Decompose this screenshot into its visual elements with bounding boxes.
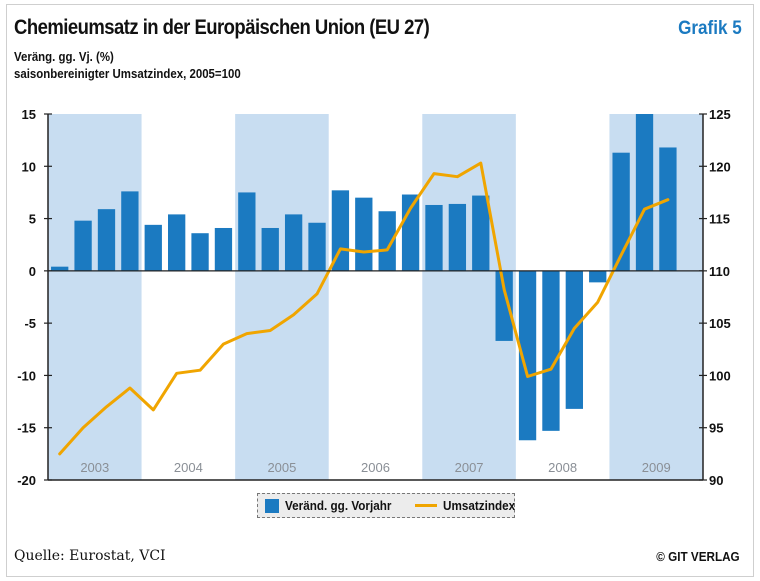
legend-bar-label: Veränd. gg. Vorjahr [285, 498, 392, 513]
right-tick-label: 115 [709, 212, 730, 227]
left-tick-label: 0 [29, 264, 36, 279]
right-tick-label: 95 [709, 421, 723, 436]
bar-2005-Q4 [308, 222, 326, 271]
bar-2003-Q3 [97, 209, 116, 271]
bar-2004-Q3 [191, 233, 209, 271]
bar-2003-Q4 [121, 191, 139, 271]
year-label-2005: 2005 [267, 460, 296, 475]
chart-title: Chemieumsatz in der Europäischen Union (… [14, 16, 430, 39]
legend-bar-swatch [265, 498, 279, 513]
source-note: Quelle: Eurostat, VCI [14, 548, 166, 564]
right-tick-label: 125 [709, 107, 731, 122]
bar-2007-Q1 [425, 204, 443, 271]
bar-2005-Q3 [284, 214, 303, 271]
axes [44, 113, 707, 481]
right-tick-label: 120 [709, 159, 731, 174]
year-label-2008: 2008 [548, 460, 577, 475]
bar-2003-Q1 [51, 266, 69, 271]
right-tick-label: 90 [709, 473, 723, 488]
bar-2009-Q1 [612, 152, 630, 271]
left-tick-label: 5 [29, 212, 36, 227]
bar-2008-Q4 [589, 270, 607, 283]
copyright-note: © GIT VERLAG [656, 549, 740, 564]
bar-2006-Q3 [378, 211, 396, 271]
bar-2008-Q2 [542, 270, 560, 431]
year-label-2007: 2007 [455, 460, 484, 475]
bar-2008-Q3 [565, 270, 583, 409]
bar-2005-Q1 [238, 192, 256, 271]
year-band-2003 [48, 114, 142, 480]
left-tick-label: -20 [17, 473, 36, 488]
right-tick-label: 100 [709, 368, 731, 383]
right-axis-subtitle: saisonbereinigter Umsatzindex, 2005=100 [14, 66, 241, 81]
year-label-2004: 2004 [174, 460, 203, 475]
legend: Veränd. gg. Vorjahr Umsatzindex [257, 493, 515, 518]
year-label-2006: 2006 [361, 460, 390, 475]
bar-2007-Q3 [472, 195, 490, 271]
bar-2004-Q4 [214, 227, 233, 271]
bar-2003-Q2 [74, 220, 92, 271]
bar-2007-Q4 [495, 270, 513, 341]
left-tick-label: -10 [17, 368, 36, 383]
right-tick-label: 110 [709, 264, 730, 279]
bar-series [51, 114, 677, 441]
left-tick-label: 15 [22, 107, 36, 122]
figure-number: Grafik 5 [678, 18, 742, 39]
bar-2004-Q1 [144, 224, 162, 271]
left-tick-label: -15 [17, 421, 36, 436]
year-bands [48, 114, 703, 480]
left-tick-label: 10 [22, 159, 36, 174]
legend-line-label: Umsatzindex [443, 498, 516, 513]
line-series [58, 161, 670, 456]
bar-2005-Q2 [261, 227, 279, 271]
year-label-2003: 2003 [80, 460, 109, 475]
chart-frame [6, 4, 754, 577]
bar-2009-Q3 [659, 147, 677, 271]
bar-2008-Q1 [518, 270, 537, 441]
left-tick-label: -5 [24, 316, 36, 331]
bar-2004-Q2 [168, 214, 186, 271]
year-labels: 2003 2004 2005 2006 2007 2008 2009 [80, 460, 670, 475]
left-axis-subtitle: Veräng. gg. Vj. (%) [14, 49, 114, 64]
bar-2007-Q2 [448, 203, 467, 271]
bar-2006-Q2 [355, 197, 373, 271]
legend-line-swatch [415, 504, 438, 507]
umsatzindex-line [58, 161, 670, 456]
bar-2009-Q2 [635, 114, 654, 271]
year-label-2009: 2009 [642, 460, 671, 475]
right-tick-label: 105 [709, 316, 731, 331]
